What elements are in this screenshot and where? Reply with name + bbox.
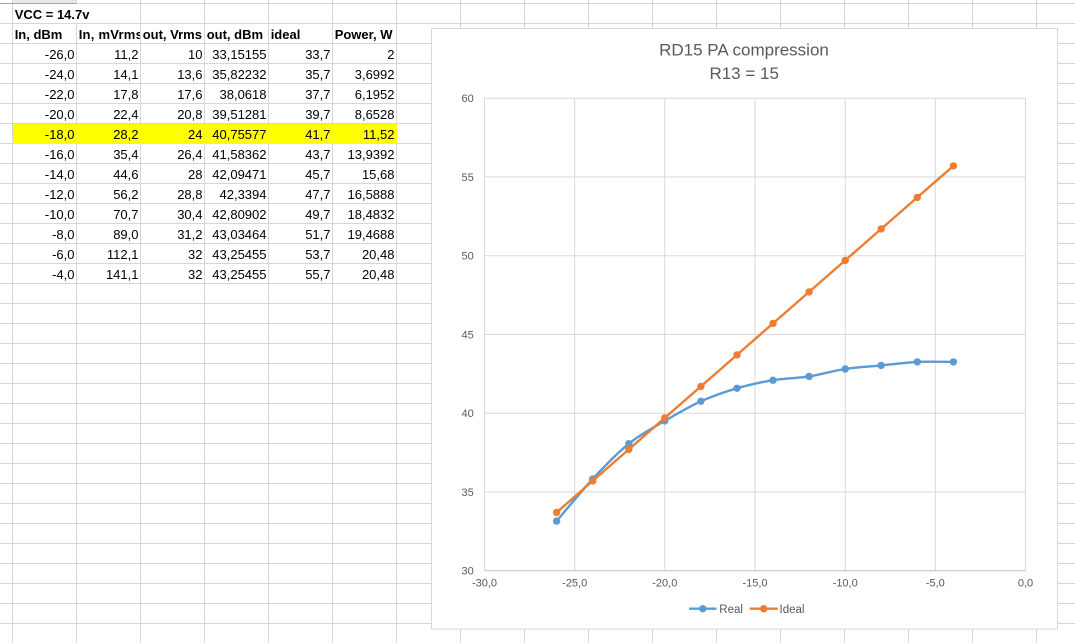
svg-text:-20,0: -20,0	[652, 578, 677, 590]
svg-text:Real: Real	[719, 604, 743, 616]
svg-text:35: 35	[462, 487, 474, 499]
svg-text:0,0: 0,0	[1018, 578, 1033, 590]
svg-text:55: 55	[462, 172, 474, 184]
svg-text:60: 60	[462, 93, 474, 105]
svg-text:-10,0: -10,0	[833, 578, 858, 590]
svg-text:Ideal: Ideal	[780, 604, 805, 616]
svg-text:RD15 PA compression: RD15 PA compression	[659, 40, 829, 59]
svg-text:50: 50	[462, 251, 474, 263]
svg-text:-15,0: -15,0	[742, 578, 767, 590]
svg-text:-25,0: -25,0	[562, 578, 587, 590]
svg-text:30: 30	[462, 566, 474, 578]
svg-text:R13 = 15: R13 = 15	[709, 64, 778, 83]
svg-text:-30,0: -30,0	[472, 578, 497, 590]
svg-text:40: 40	[462, 408, 474, 420]
svg-text:45: 45	[462, 329, 474, 341]
svg-text:-5,0: -5,0	[926, 578, 945, 590]
